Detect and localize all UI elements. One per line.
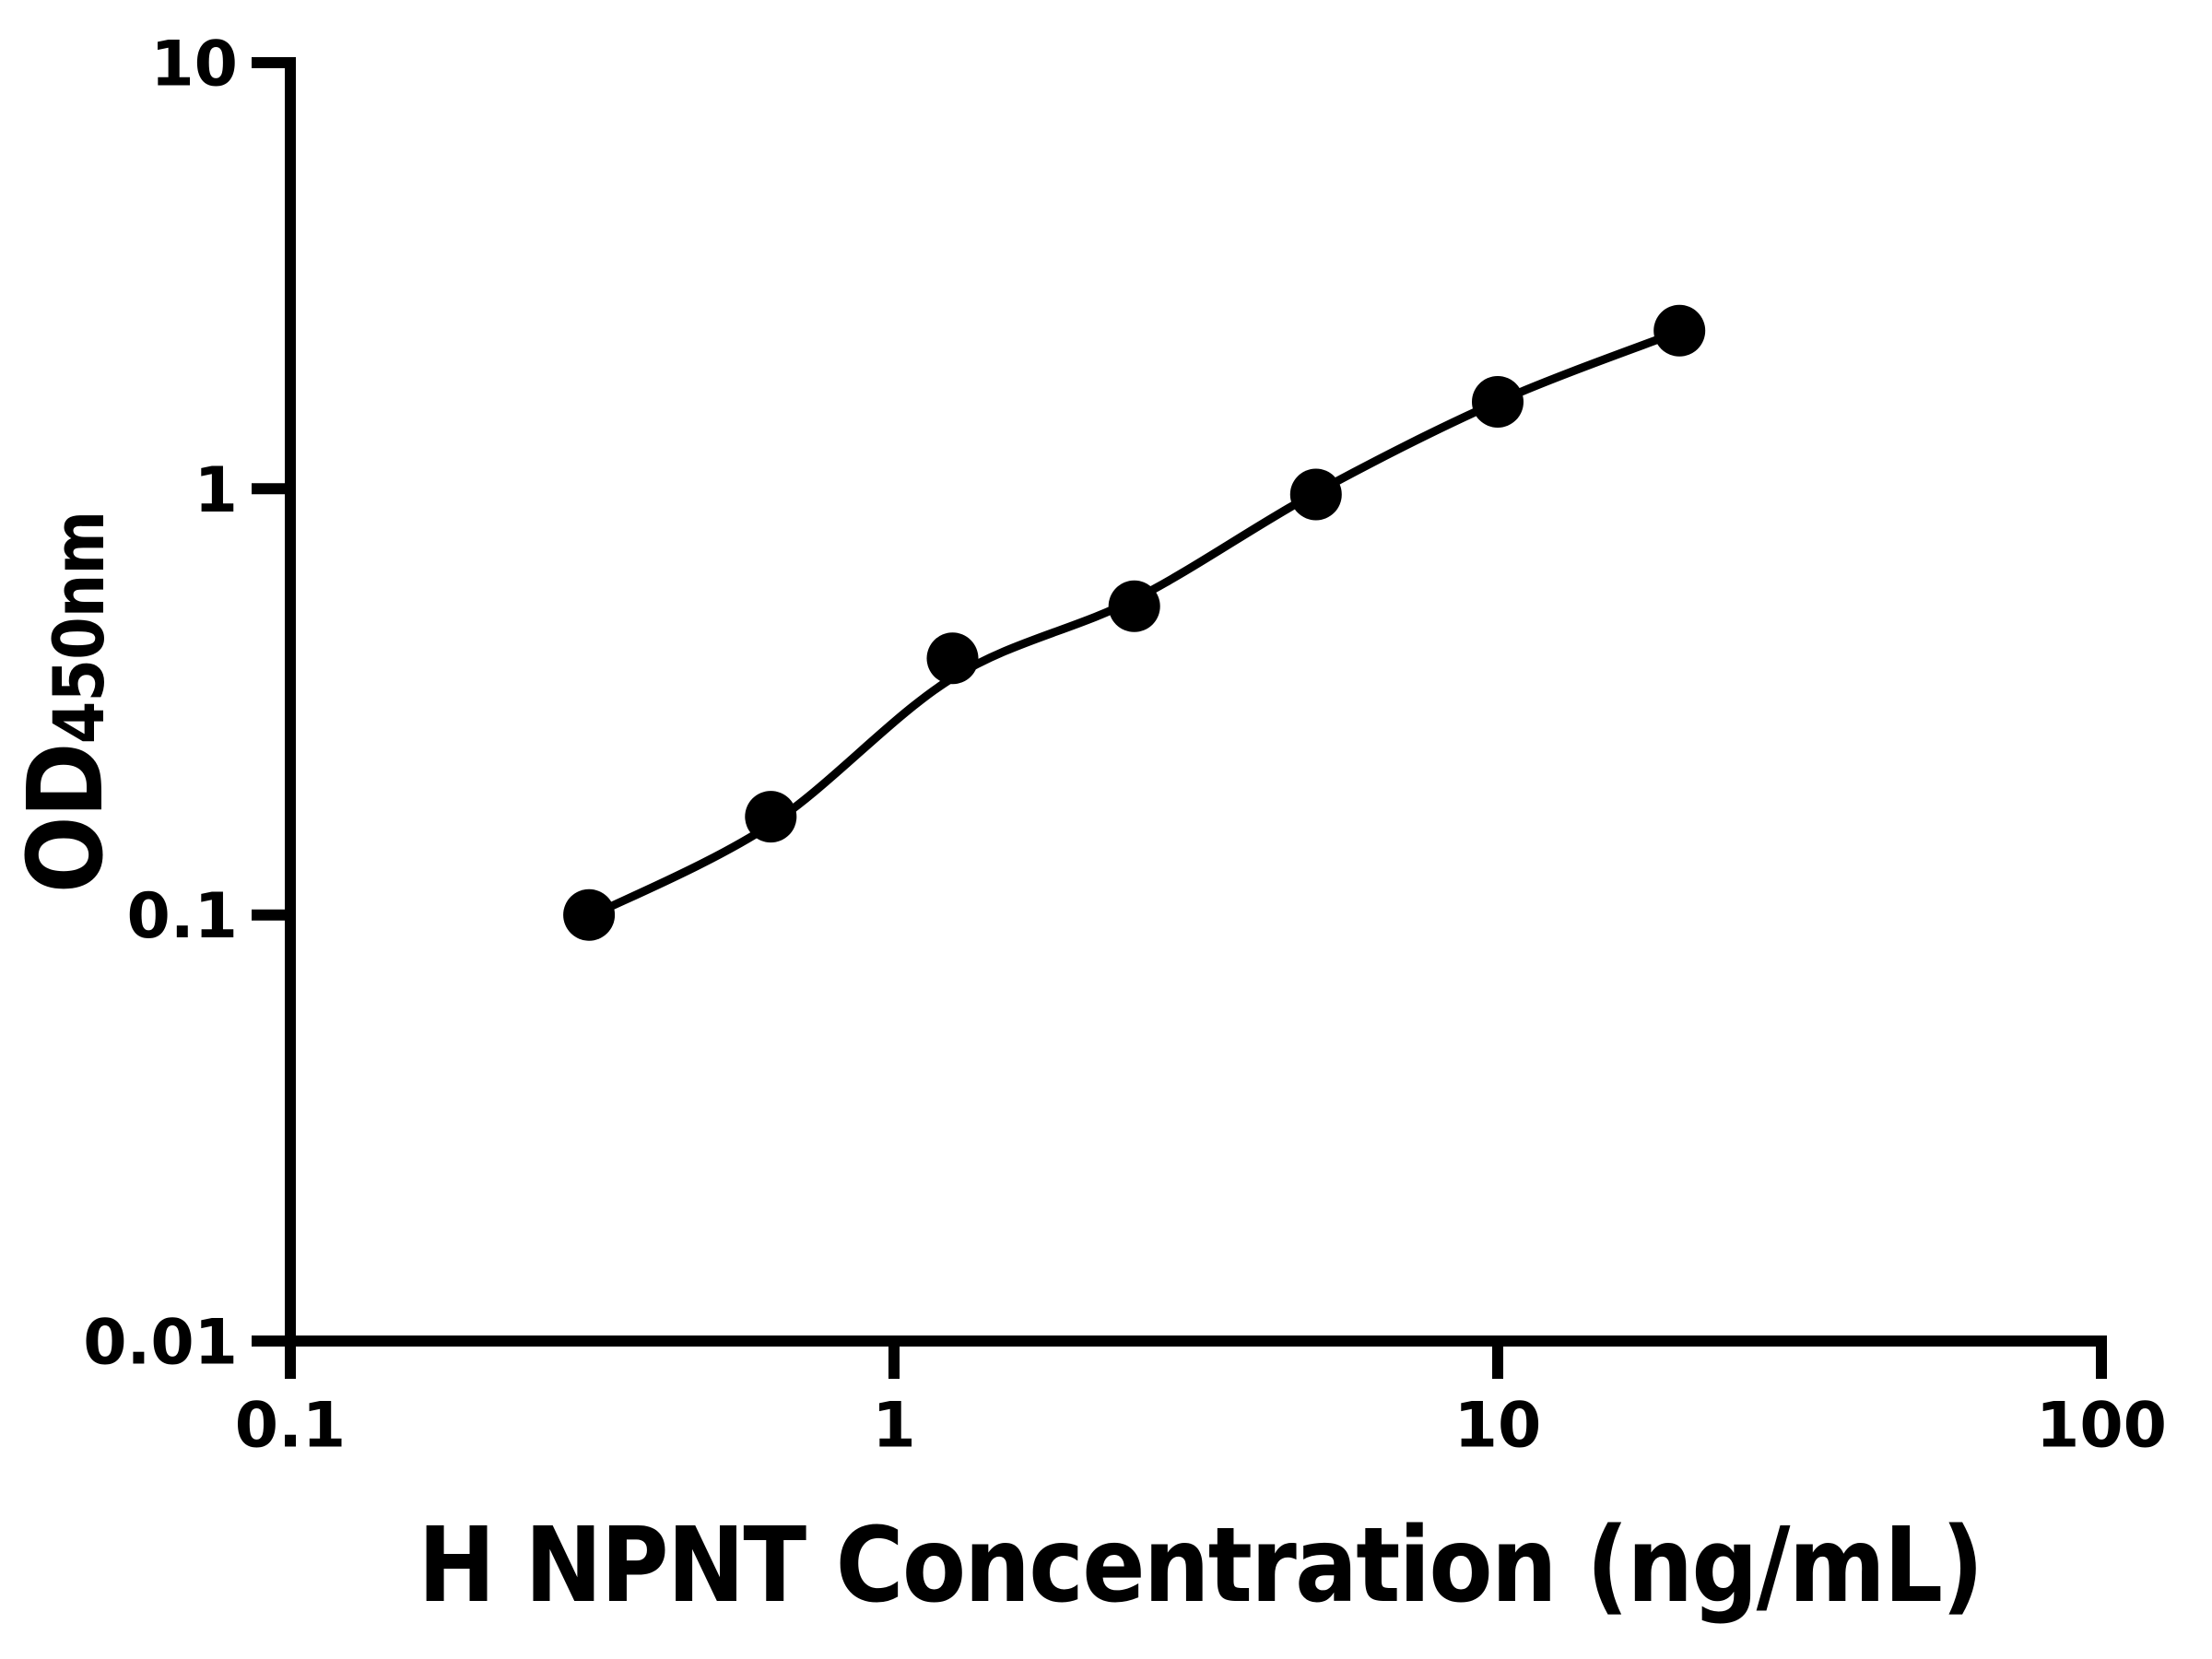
x-tick-label: 10 [1454, 1389, 1542, 1462]
y-axis-title: OD450nm [6, 511, 126, 894]
data-point [1108, 580, 1160, 632]
data-point [1289, 468, 1342, 521]
y-tick-label: 1 [194, 454, 238, 527]
x-axis-title: H NPNT Concentration (ng/mL) [418, 1506, 1983, 1626]
data-point [563, 888, 616, 941]
x-tick-label: 100 [2036, 1389, 2167, 1462]
data-point [745, 791, 797, 843]
data-point [926, 632, 979, 685]
data-point [1472, 376, 1524, 428]
x-tick-label: 0.1 [235, 1389, 346, 1462]
x-tick-label: 1 [872, 1389, 915, 1462]
y-tick-label: 0.1 [127, 880, 238, 953]
y-tick-label: 0.01 [83, 1306, 238, 1379]
data-point [1653, 304, 1706, 357]
y-axis-title-subscript: 450nm [37, 511, 120, 745]
y-tick-label: 10 [150, 28, 238, 100]
y-axis-title-main: OD [6, 744, 126, 894]
